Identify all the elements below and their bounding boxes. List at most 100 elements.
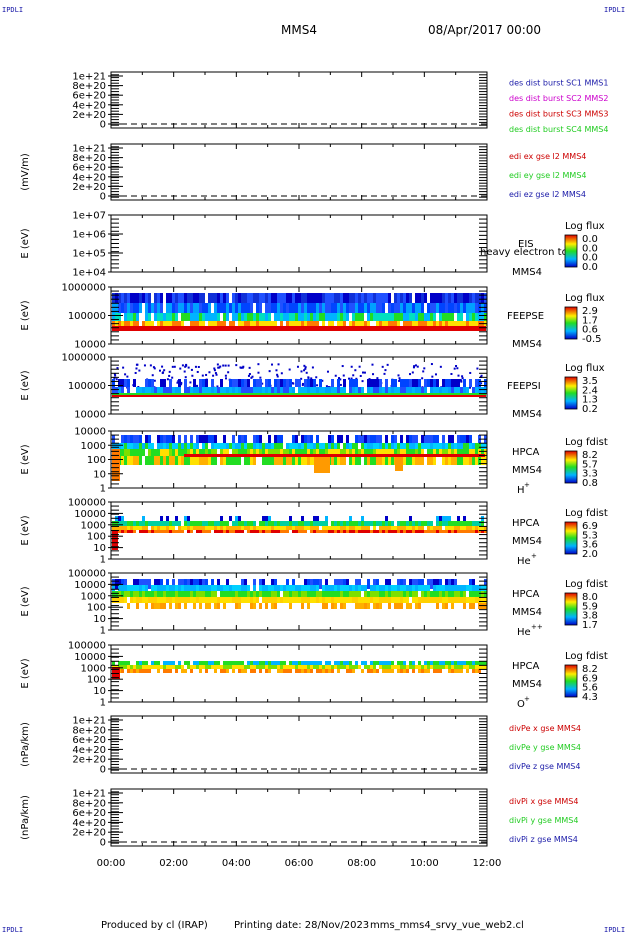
- feepsi-cell: [409, 379, 412, 387]
- hpca-h-cell: [202, 435, 205, 443]
- hpca-h-cell: [415, 449, 418, 456]
- feepse-cell: [157, 321, 160, 326]
- hpca-he-cell: [163, 530, 166, 533]
- feepsi-dot: [361, 380, 364, 383]
- hpca-h-cell: [250, 449, 253, 456]
- hpca-h-cell: [433, 456, 436, 465]
- hpca-h-cell: [304, 435, 307, 443]
- hpca-he-cell: [319, 521, 322, 526]
- feepsi-cell: [232, 387, 235, 393]
- colorbar-tick-label: -0.5: [582, 334, 602, 345]
- hpca-h-cell: [415, 456, 418, 465]
- hpca-h-cell: [475, 456, 478, 465]
- hpca-h-cell: [295, 443, 298, 449]
- feepsi-dot: [216, 363, 219, 366]
- hpca-hepp-cell: [274, 579, 277, 589]
- feepse-cell: [478, 303, 481, 313]
- feepsi-cell: [142, 387, 145, 393]
- hpca-hepp-cell: [193, 603, 196, 609]
- feepse-cell: [334, 313, 337, 321]
- hpca-h-cell: [205, 435, 208, 443]
- feepsi-dot: [372, 373, 375, 376]
- hpca-hepp-cell: [418, 603, 421, 609]
- hpca-hepp-cell: [286, 597, 289, 603]
- hpca-h-cell: [226, 449, 229, 456]
- hpca-hepp-cell: [406, 603, 409, 609]
- hpca-he-cell: [202, 526, 205, 530]
- hpca-o-cell: [199, 669, 202, 673]
- hpca-h-cell: [163, 456, 166, 465]
- feepsi-cell: [229, 387, 232, 393]
- hpca-hepp-cell: [295, 585, 298, 591]
- colorbar: [564, 664, 578, 698]
- hpca-o-cell: [445, 665, 448, 669]
- feepse-cell: [160, 293, 163, 303]
- feepsi-dot: [134, 371, 137, 374]
- hpca-hepp-cell: [118, 597, 121, 603]
- hpca-hepp-cell: [190, 579, 193, 589]
- feepse-cell: [277, 293, 280, 303]
- hpca-hepp-cell: [451, 597, 454, 603]
- feepsi-dot: [183, 370, 186, 373]
- hpca-o-cell: [319, 661, 322, 665]
- hpca-hepp-cell: [415, 603, 418, 609]
- feepse-cell: [292, 293, 295, 303]
- feepsi-dot: [213, 367, 216, 370]
- feepsi-dot: [355, 377, 358, 380]
- hpca-he-cell: [481, 526, 484, 530]
- product-label: heavy electron tof: [480, 247, 572, 258]
- hpca-o-cell: [265, 661, 268, 665]
- hpca-o-cell: [190, 669, 193, 673]
- feepsi-dot: [480, 374, 483, 377]
- hpca-o-cell: [436, 661, 439, 665]
- hpca-h-cell: [121, 449, 124, 456]
- feepse-cell: [175, 321, 178, 326]
- hpca-o-cell: [136, 661, 139, 665]
- feepsi-cell: [415, 379, 418, 387]
- hpca-h-cell: [136, 435, 139, 443]
- feepsi-cell: [202, 387, 205, 393]
- feepsi-dot: [469, 386, 472, 389]
- hpca-hepp-cell: [334, 579, 337, 589]
- feepsi-dot: [250, 376, 253, 379]
- hpca-h-cell: [238, 435, 241, 443]
- hpca-hepp-cell: [391, 591, 394, 597]
- hpca-he-cell: [316, 530, 319, 533]
- feepsi-dot: [212, 374, 215, 377]
- feepse-cell: [295, 313, 298, 321]
- colorbar-tick-label: 2.4: [582, 385, 598, 396]
- hpca-h-cell: [463, 435, 466, 443]
- feepse-cell: [406, 321, 409, 326]
- hpca-h-cell: [277, 456, 280, 465]
- hpca-o-cell: [415, 665, 418, 669]
- feepsi-cell: [331, 387, 334, 393]
- instrument-label: FEEPSI: [507, 381, 541, 392]
- hpca-he-cell: [379, 526, 382, 530]
- feepsi-cell: [295, 379, 298, 387]
- feepse-cell: [184, 313, 187, 321]
- hpca-hepp-cell: [445, 591, 448, 597]
- feepse-cell: [124, 313, 127, 321]
- feepsi-dot: [166, 378, 169, 381]
- hpca-o-cell: [277, 661, 280, 665]
- hpca-o-cell: [370, 665, 373, 669]
- hpca-he-cell: [292, 526, 295, 530]
- hpca-hepp-cell: [415, 579, 418, 589]
- feepse-cell: [166, 293, 169, 303]
- y-axis-label: E (eV): [20, 658, 31, 688]
- feepse-cell: [313, 303, 316, 313]
- feepse-cell: [145, 321, 148, 326]
- feepsi-cell: [121, 379, 124, 387]
- hpca-h-cell: [238, 456, 241, 465]
- feepse-cell: [319, 313, 322, 321]
- hpca-h-cell: [286, 456, 289, 465]
- feepse-cell: [457, 313, 460, 321]
- feepse-cell: [118, 321, 121, 326]
- hpca-hepp-cell: [298, 585, 301, 591]
- hpca-hepp-cell: [361, 597, 364, 603]
- hpca-hepp-cell: [133, 585, 136, 591]
- hpca-he-cell: [232, 530, 235, 533]
- hpca-he-cell: [397, 530, 400, 533]
- hpca-he-cell: [436, 526, 439, 530]
- hpca-h-cell: [409, 443, 412, 449]
